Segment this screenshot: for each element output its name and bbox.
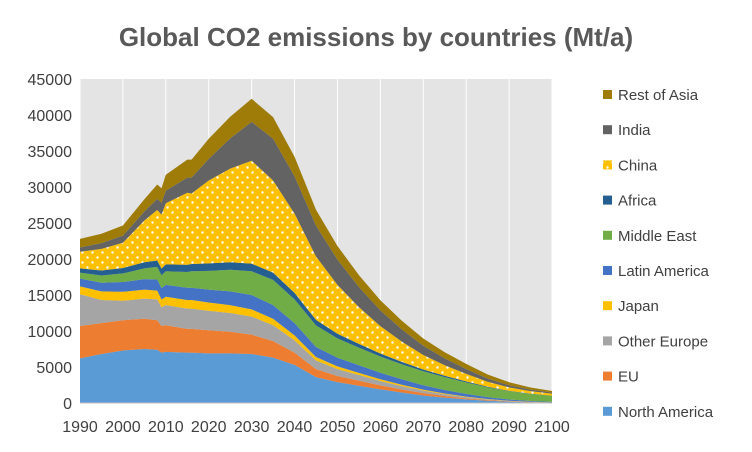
x-tick-label: 2100: [534, 419, 570, 436]
legend-swatch-latin-america: [603, 266, 612, 275]
x-tick-label: 2030: [234, 419, 270, 436]
y-tick-label: 25000: [28, 216, 73, 233]
series-area-middle-east: [80, 266, 552, 402]
x-tick-label: 2040: [277, 419, 313, 436]
legend-swatch-eu: [603, 371, 612, 381]
legend-swatch-india: [603, 125, 612, 135]
legend-swatch-rest-of-asia: [603, 90, 612, 99]
y-tick-label: 10000: [28, 324, 73, 341]
area-layer: [80, 98, 552, 403]
series-area-latin-america: [80, 278, 552, 403]
y-tick-label: 15000: [28, 288, 73, 305]
legend-label-india: India: [618, 122, 651, 139]
x-tick-label: 1990: [62, 419, 98, 436]
legend-label-latin-america: Latin America: [618, 263, 710, 280]
y-tick-label: 20000: [28, 252, 73, 269]
x-tick-label: 2080: [448, 419, 484, 436]
y-axis-ticks: 0 5000 10000 15000 20000 25000 30000 35000 40000…: [28, 72, 73, 413]
legend-swatch-china: [603, 160, 612, 170]
legend-label-japan: Japan: [618, 298, 659, 315]
legend-swatch-other-europe: [603, 336, 612, 346]
x-tick-label: 2050: [320, 419, 356, 436]
x-tick-label: 2090: [491, 419, 527, 436]
x-tick-label: 2000: [105, 419, 141, 436]
legend: Rest of Asia India China Africa Middle East L…: [603, 87, 714, 421]
series-area-north-america: [80, 349, 552, 403]
legend-label-middle-east: Middle East: [618, 228, 697, 245]
legend-swatch-middle-east: [603, 230, 612, 240]
y-tick-label: 30000: [28, 180, 73, 197]
x-tick-label: 2060: [363, 419, 399, 436]
series-area-japan: [80, 286, 552, 403]
legend-swatch-north-america: [603, 406, 612, 416]
legend-label-china: China: [618, 157, 658, 174]
y-tick-label: 0: [63, 396, 72, 413]
chart-title: Global CO2 emissions by countries (Mt/a): [119, 22, 633, 52]
legend-label-eu: EU: [618, 369, 639, 386]
legend-label-north-america: North America: [618, 404, 714, 421]
series-area-china: [80, 160, 552, 396]
x-tick-label: 2020: [191, 419, 227, 436]
legend-swatch-africa: [603, 195, 612, 205]
y-tick-label: 5000: [36, 360, 72, 377]
legend-swatch-japan: [603, 301, 612, 311]
y-tick-label: 35000: [28, 144, 73, 161]
legend-label-rest-of-asia: Rest of Asia: [618, 87, 699, 104]
x-axis-ticks: 1990 2000 2010 2020 2030 2040 2050 2060 2070 2080…: [62, 419, 570, 436]
series-area-eu: [80, 318, 552, 403]
legend-label-other-europe: Other Europe: [618, 333, 708, 350]
y-tick-label: 45000: [28, 72, 73, 89]
y-tick-label: 40000: [28, 108, 73, 125]
series-area-other-europe: [80, 294, 552, 403]
legend-label-africa: Africa: [618, 193, 657, 210]
x-tick-label: 2070: [405, 419, 441, 436]
x-tick-label: 2010: [148, 419, 184, 436]
